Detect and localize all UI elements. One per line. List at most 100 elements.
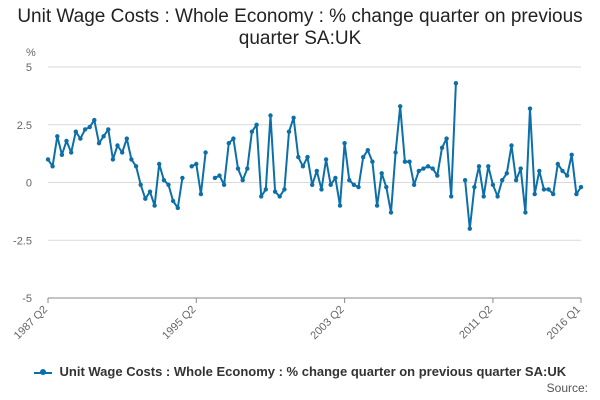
- y-tick-label: 0: [26, 178, 32, 190]
- data-point: [532, 191, 537, 197]
- data-point: [430, 166, 435, 171]
- series-line: [214, 83, 457, 214]
- data-point: [170, 198, 176, 204]
- data-point: [245, 166, 250, 171]
- data-point: [425, 164, 431, 169]
- data-point: [439, 145, 445, 150]
- data-point: [161, 178, 167, 183]
- source-label: Source:: [546, 381, 588, 395]
- data-point: [212, 175, 218, 181]
- data-point: [235, 166, 241, 171]
- data-point: [310, 182, 315, 187]
- y-tick-label: -2.5: [13, 235, 32, 247]
- data-point: [319, 187, 324, 192]
- data-point: [217, 173, 222, 178]
- series-line: [464, 107, 582, 230]
- data-point: [259, 194, 264, 199]
- legend-label: Unit Wage Costs : Whole Economy : % chan…: [59, 364, 567, 379]
- y-tick-label: 5: [26, 62, 32, 74]
- data-point: [189, 164, 194, 169]
- data-point: [282, 187, 287, 192]
- data-point: [82, 127, 88, 132]
- data-point: [546, 187, 551, 192]
- data-point: [129, 157, 134, 162]
- data-point: [347, 178, 352, 183]
- data-point: [467, 226, 472, 231]
- data-point: [411, 182, 417, 187]
- series-layer: [45, 81, 584, 231]
- x-tick-label: 1987 Q2: [12, 304, 50, 342]
- data-point: [574, 191, 579, 197]
- data-point: [59, 152, 65, 157]
- data-point: [124, 136, 129, 141]
- data-point: [50, 164, 55, 169]
- data-point: [509, 143, 514, 148]
- data-point: [504, 171, 509, 176]
- data-point: [180, 175, 185, 181]
- chart-title: Unit Wage Costs : Whole Economy : % chan…: [17, 6, 583, 49]
- data-point: [87, 124, 92, 130]
- data-point: [286, 129, 292, 134]
- data-point: [490, 182, 496, 187]
- data-point: [462, 178, 468, 183]
- data-point: [221, 182, 227, 187]
- data-point: [78, 136, 83, 141]
- series-line: [191, 152, 207, 196]
- y-tick-label: 2.5: [17, 120, 32, 132]
- data-point: [314, 168, 319, 174]
- data-point: [45, 157, 51, 162]
- data-point: [551, 191, 556, 197]
- data-point: [69, 150, 74, 155]
- data-point: [231, 136, 236, 141]
- data-point: [337, 203, 343, 208]
- data-point: [356, 184, 361, 190]
- data-point: [143, 196, 148, 201]
- data-point: [73, 129, 79, 134]
- data-point: [513, 178, 519, 183]
- data-point: [541, 187, 547, 192]
- data-point: [203, 150, 208, 155]
- data-point: [175, 205, 180, 211]
- data-point: [578, 184, 584, 190]
- data-point: [101, 134, 106, 139]
- data-point: [384, 184, 389, 190]
- data-point: [277, 194, 282, 199]
- legend[interactable]: Unit Wage Costs : Whole Economy : % chan…: [0, 364, 600, 379]
- data-point: [476, 164, 482, 169]
- data-point: [147, 189, 153, 194]
- y-axis-unit: %: [26, 47, 36, 59]
- data-point: [569, 152, 574, 157]
- data-point: [444, 136, 449, 141]
- data-point: [560, 168, 565, 174]
- data-point: [328, 182, 333, 187]
- data-point: [133, 164, 139, 169]
- data-point: [296, 154, 301, 160]
- data-point: [361, 154, 366, 160]
- data-point: [374, 203, 380, 208]
- data-point: [198, 191, 204, 197]
- legend-swatch: [33, 368, 52, 375]
- data-point: [555, 161, 560, 167]
- data-point: [263, 187, 268, 192]
- data-point: [194, 161, 199, 167]
- data-point: [138, 182, 143, 187]
- data-point: [351, 182, 357, 187]
- data-point: [523, 210, 528, 215]
- data-point: [453, 81, 459, 86]
- data-point: [486, 164, 491, 169]
- series-line: [47, 119, 184, 209]
- data-point: [435, 173, 440, 178]
- x-tick-label: 2003 Q2: [308, 304, 346, 342]
- data-point: [254, 122, 259, 128]
- data-point: [518, 166, 523, 171]
- data-point: [564, 173, 570, 178]
- data-point: [64, 138, 69, 144]
- data-point: [527, 106, 533, 111]
- data-point: [226, 141, 231, 146]
- data-point: [96, 141, 102, 146]
- data-point: [495, 194, 500, 199]
- data-point: [249, 129, 255, 134]
- x-tick-label: 2016 Q1: [545, 304, 583, 342]
- data-point: [152, 203, 157, 208]
